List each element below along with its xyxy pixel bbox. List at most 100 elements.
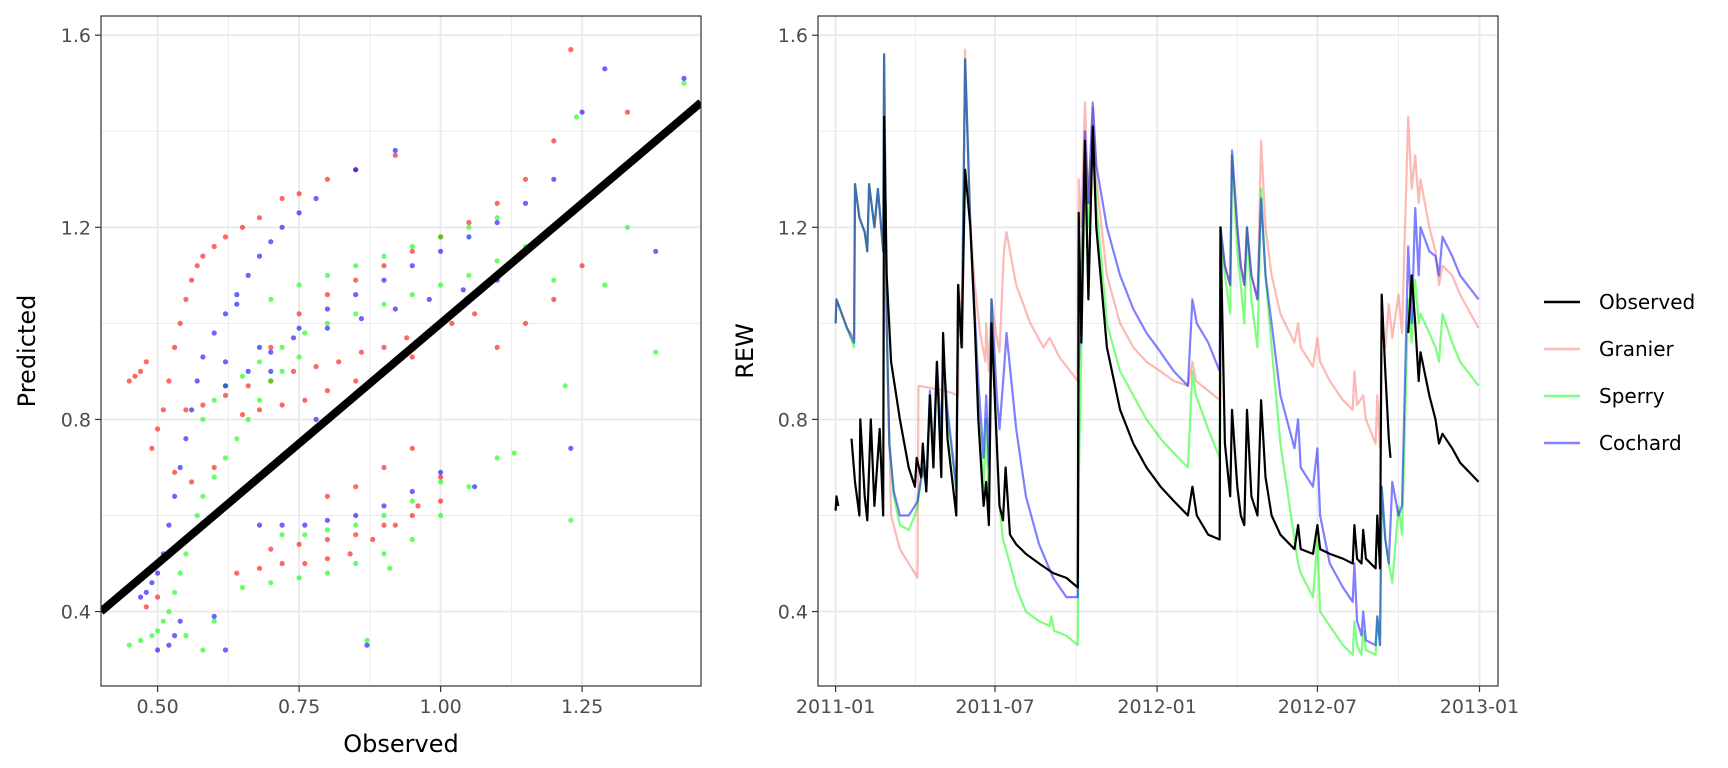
series-line-observed <box>834 495 840 511</box>
scatter-point <box>302 522 308 528</box>
timeseries-y-tick-label: 1.6 <box>778 25 808 47</box>
scatter-point <box>183 296 189 302</box>
scatter-point <box>211 474 217 480</box>
scatter-point <box>296 311 302 317</box>
timeseries-y-axis-title: REW <box>731 323 759 379</box>
scatter-point <box>245 272 251 278</box>
scatter-point <box>234 301 240 307</box>
legend-item-granier: Granier <box>1544 337 1675 361</box>
scatter-point <box>132 373 138 379</box>
scatter-point <box>551 277 557 283</box>
scatter-point <box>268 239 274 245</box>
scatter-point <box>211 243 217 250</box>
scatter-point <box>438 234 444 240</box>
scatter-point <box>568 47 574 53</box>
scatter-point <box>392 147 398 154</box>
timeseries-panel-border <box>817 15 1499 687</box>
scatter-point <box>324 493 330 499</box>
scatter-series-blue <box>138 66 687 653</box>
scatter-point <box>234 436 240 442</box>
scatter-point <box>370 536 376 543</box>
timeseries-lines <box>834 48 1480 656</box>
scatter-point <box>138 368 144 374</box>
scatter-point <box>200 416 206 422</box>
scatter-point <box>324 176 330 182</box>
scatter-point <box>194 378 200 384</box>
scatter-point <box>460 287 466 293</box>
scatter-point <box>681 80 687 86</box>
scatter-point <box>222 359 229 365</box>
scatter-point <box>438 248 444 254</box>
scatter-point <box>279 344 285 350</box>
scatter-point <box>296 354 302 360</box>
scatter-point <box>211 397 217 403</box>
scatter-panel: 0.50 0.75 1.00 1.25 0.4 0.8 1.2 1.6 Observed Pr… <box>13 15 702 758</box>
scatter-point <box>415 503 421 509</box>
scatter-series-red <box>126 47 631 610</box>
timeseries-x-tick-label: 2013-01 <box>1440 696 1519 718</box>
scatter-point <box>290 368 297 374</box>
scatter-y-axis-title: Predicted <box>13 295 41 408</box>
scatter-point <box>324 527 330 533</box>
scatter-point <box>653 248 659 254</box>
timeseries-ticks: 2011-01 2011-07 2012-01 2012-07 2013-01 0.4 0.… <box>778 25 1519 718</box>
scatter-point <box>494 219 500 226</box>
scatter-point <box>149 633 155 639</box>
legend-item-cochard: Cochard <box>1544 431 1682 455</box>
scatter-point <box>522 200 529 206</box>
scatter-point <box>189 407 195 413</box>
scatter-point <box>313 416 319 422</box>
scatter-point <box>624 109 631 115</box>
scatter-point <box>200 647 206 653</box>
scatter-point <box>302 560 308 567</box>
scatter-point <box>211 613 217 620</box>
scatter-point <box>172 633 178 639</box>
scatter-point <box>353 311 359 317</box>
scatter-point <box>200 402 206 408</box>
scatter-point <box>494 344 500 350</box>
scatter-point <box>438 512 444 519</box>
scatter-point <box>579 109 585 115</box>
series-line-observed <box>1407 274 1480 483</box>
scatter-point <box>166 609 172 615</box>
scatter-point <box>296 575 302 581</box>
scatter-point <box>358 316 364 322</box>
scatter-point <box>324 292 330 298</box>
scatter-point <box>353 532 359 538</box>
series-line-observed <box>850 115 1392 589</box>
scatter-point <box>426 296 432 302</box>
timeseries-x-tick-label: 2011-07 <box>955 696 1034 718</box>
timeseries-y-tick-label: 0.4 <box>778 602 808 624</box>
scatter-point <box>268 368 274 374</box>
scatter-points <box>126 47 687 653</box>
scatter-y-tick-label: 1.6 <box>61 25 91 47</box>
scatter-point <box>143 604 149 610</box>
scatter-y-tick-label: 0.8 <box>61 409 91 431</box>
scatter-point <box>381 277 387 283</box>
scatter-point <box>245 416 251 422</box>
scatter-point <box>438 282 444 288</box>
scatter-point <box>353 292 359 298</box>
scatter-point <box>472 484 478 490</box>
scatter-point <box>279 402 285 408</box>
scatter-point <box>200 253 206 259</box>
scatter-point <box>222 311 229 317</box>
scatter-point <box>296 282 302 288</box>
scatter-point <box>211 618 217 624</box>
scatter-point <box>138 594 144 600</box>
scatter-point <box>268 296 274 302</box>
series-line-cochard <box>834 53 1480 647</box>
scatter-point <box>211 330 217 336</box>
scatter-point <box>189 277 195 283</box>
scatter-point <box>358 349 364 355</box>
scatter-point <box>364 637 370 644</box>
scatter-point <box>279 195 285 202</box>
legend: Observed Granier Sperry Cochard <box>1544 290 1695 455</box>
scatter-point <box>172 469 178 475</box>
scatter-point <box>522 320 529 326</box>
scatter-point <box>138 637 144 644</box>
scatter-point <box>449 320 455 326</box>
scatter-point <box>279 532 285 538</box>
scatter-point <box>268 349 274 355</box>
scatter-point <box>256 522 263 528</box>
